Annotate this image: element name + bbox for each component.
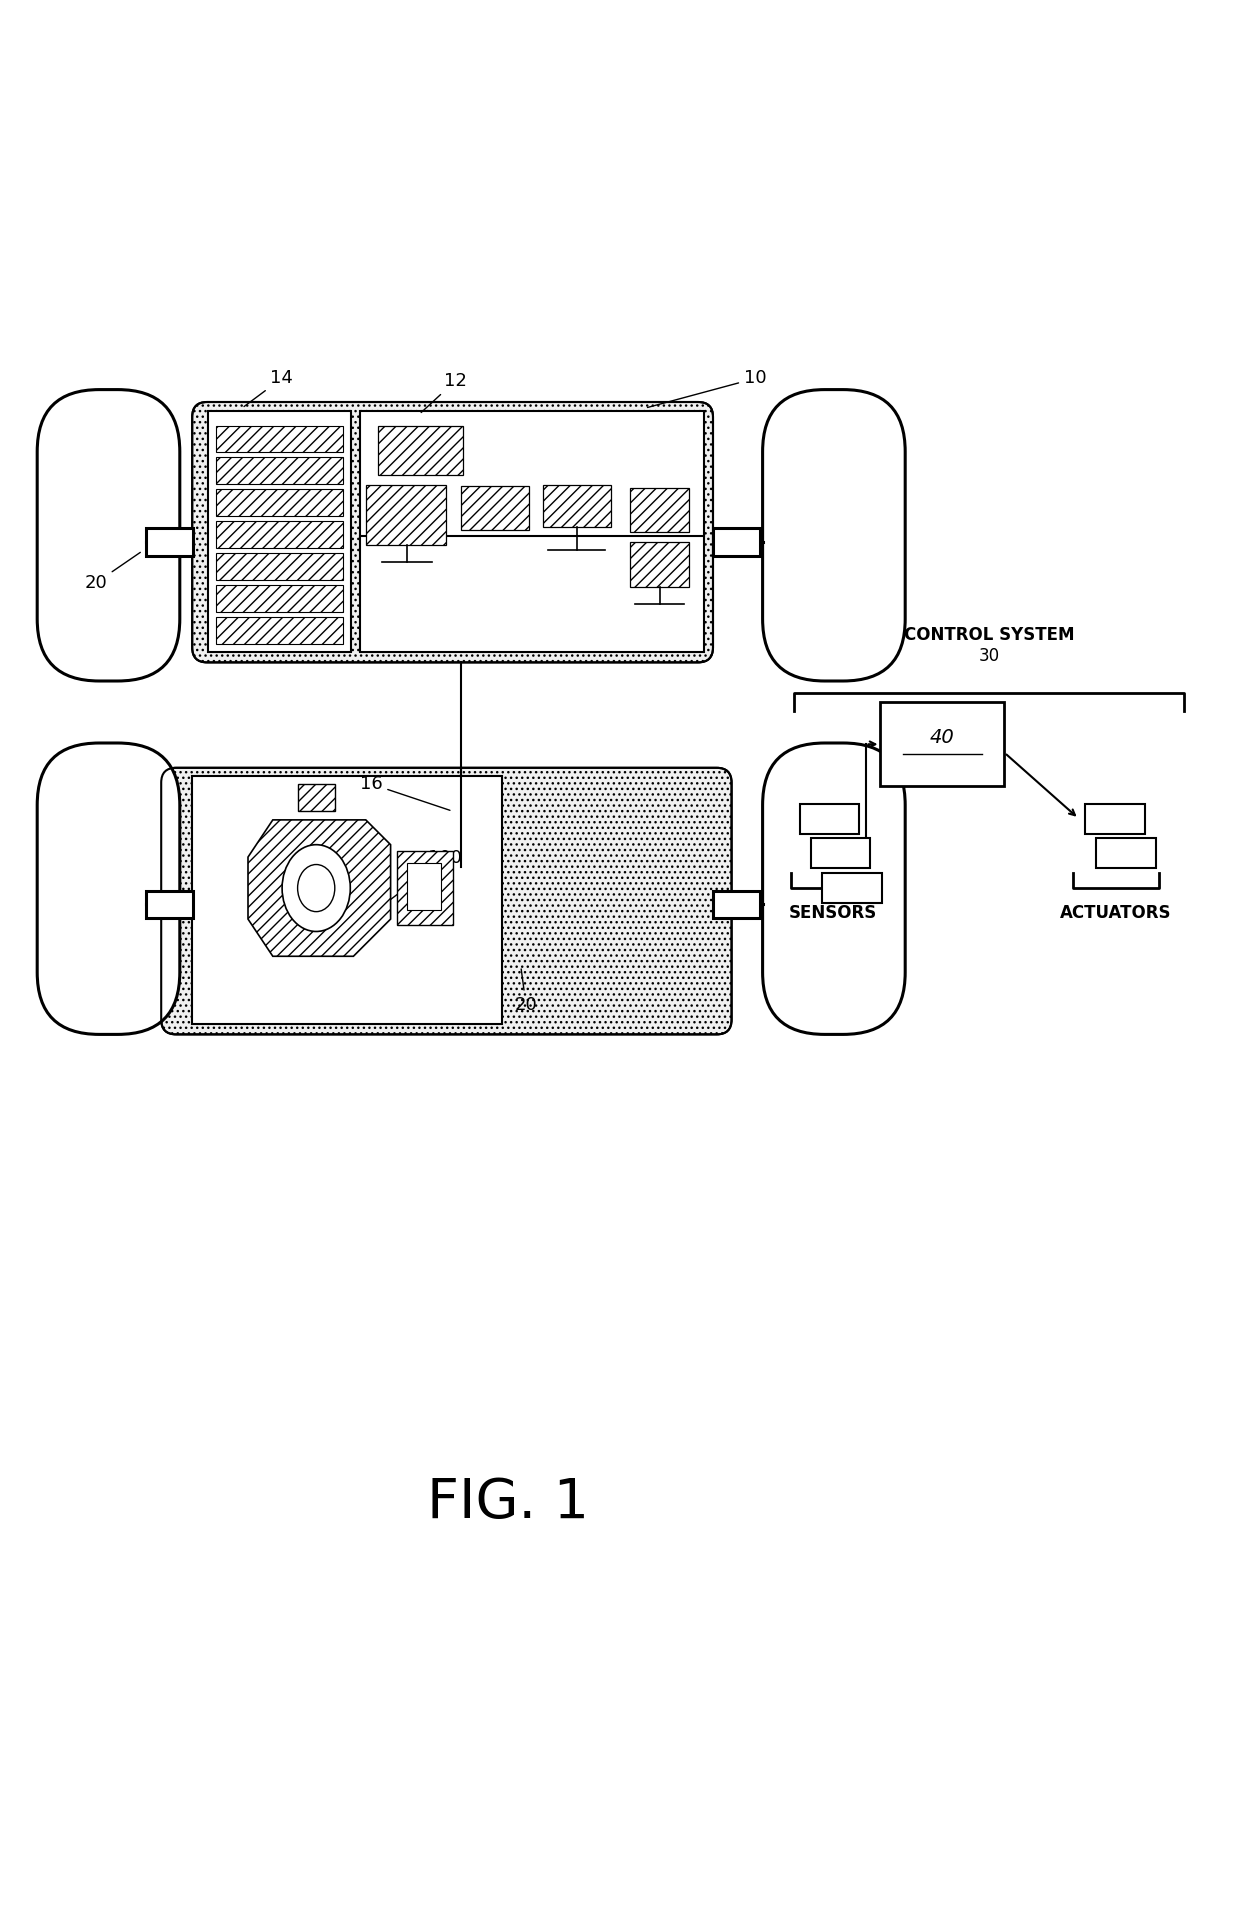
Text: 12: 12 [422,372,466,413]
Text: FIG. 1: FIG. 1 [428,1476,589,1530]
FancyBboxPatch shape [37,743,180,1035]
Bar [216,616,343,643]
FancyBboxPatch shape [763,390,905,682]
FancyBboxPatch shape [161,768,732,1035]
Text: 40: 40 [930,728,955,747]
Bar [366,486,446,545]
Bar [811,839,870,868]
Bar [630,488,689,532]
FancyBboxPatch shape [37,390,180,682]
Text: ACTUATORS: ACTUATORS [1060,904,1172,922]
Bar [208,411,351,653]
Text: 16: 16 [360,776,450,810]
Text: 18: 18 [248,852,270,910]
Bar [216,490,343,516]
Text: 20: 20 [515,970,537,1014]
Bar [800,804,859,833]
Text: 100: 100 [387,849,461,902]
Bar [630,541,689,588]
Bar [192,776,502,1025]
Bar [216,586,343,612]
Bar [146,528,193,555]
Ellipse shape [298,864,335,912]
Bar [543,486,611,528]
Bar [822,874,882,902]
Bar [1085,804,1145,833]
Text: 20: 20 [84,553,140,591]
Bar [146,891,193,918]
Text: 30: 30 [978,647,1001,664]
Text: 10: 10 [647,369,766,407]
Bar [216,426,343,453]
Bar [298,783,335,810]
Text: 14: 14 [244,369,293,407]
Bar [713,891,760,918]
Bar [713,528,760,555]
Polygon shape [248,820,391,956]
Bar [397,851,453,925]
FancyBboxPatch shape [192,401,713,662]
Bar [880,703,1004,787]
Ellipse shape [281,845,351,931]
Bar [461,486,529,530]
Bar [216,553,343,580]
Bar [216,520,343,547]
Bar [360,411,704,653]
Text: CONTROL SYSTEM: CONTROL SYSTEM [904,626,1075,643]
FancyBboxPatch shape [763,743,905,1035]
Bar [216,457,343,484]
Text: SENSORS: SENSORS [789,904,878,922]
Bar [407,864,441,910]
Bar [1096,839,1156,868]
Bar [378,426,463,474]
